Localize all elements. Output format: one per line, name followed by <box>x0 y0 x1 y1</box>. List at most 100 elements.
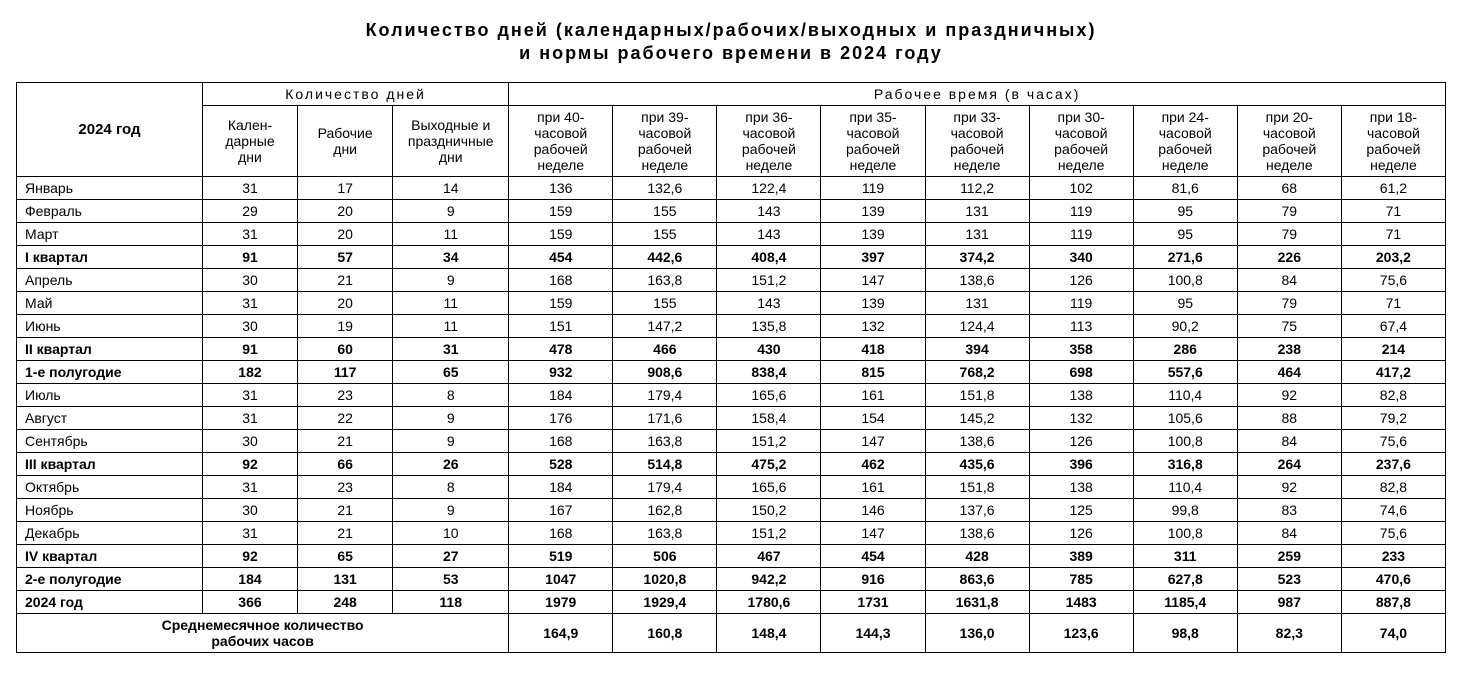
hdr-days-col: Выходные и праздничные дни <box>393 106 509 177</box>
table-body: Январь311714136132,6122,4119112,210281,6… <box>17 177 1446 653</box>
cell: 88 <box>1237 407 1341 430</box>
cell: 226 <box>1237 246 1341 269</box>
cell: 1631,8 <box>925 591 1029 614</box>
cell: 99,8 <box>1133 499 1237 522</box>
cell: 131 <box>925 200 1029 223</box>
cell: 9 <box>393 499 509 522</box>
cell: 464 <box>1237 361 1341 384</box>
row-label: III квартал <box>17 453 203 476</box>
cell: 65 <box>298 545 393 568</box>
cell: 82,8 <box>1341 476 1445 499</box>
cell: 815 <box>821 361 925 384</box>
cell: 119 <box>1029 200 1133 223</box>
cell: 394 <box>925 338 1029 361</box>
cell: 119 <box>1029 292 1133 315</box>
hdr-hour-col: при 35- часовой рабочей неделе <box>821 106 925 177</box>
cell: 366 <box>202 591 297 614</box>
cell: 158,4 <box>717 407 821 430</box>
cell: 79 <box>1237 223 1341 246</box>
cell: 161 <box>821 384 925 407</box>
cell: 95 <box>1133 223 1237 246</box>
cell: 26 <box>393 453 509 476</box>
row-label: II квартал <box>17 338 203 361</box>
cell: 523 <box>1237 568 1341 591</box>
table-row: Март312011159155143139131119957971 <box>17 223 1446 246</box>
cell: 126 <box>1029 522 1133 545</box>
table-row: Апрель30219168163,8151,2147138,6126100,8… <box>17 269 1446 292</box>
row-label: Ноябрь <box>17 499 203 522</box>
cell: 79,2 <box>1341 407 1445 430</box>
cell: 454 <box>509 246 613 269</box>
cell: 155 <box>613 200 717 223</box>
cell: 113 <box>1029 315 1133 338</box>
table-row: II квартал916031478466430418394358286238… <box>17 338 1446 361</box>
cell: 95 <box>1133 292 1237 315</box>
cell: 71 <box>1341 292 1445 315</box>
cell: 184 <box>509 384 613 407</box>
cell: 17 <box>298 177 393 200</box>
table-row: Декабрь312110168163,8151,2147138,6126100… <box>17 522 1446 545</box>
cell: 119 <box>1029 223 1133 246</box>
cell: 627,8 <box>1133 568 1237 591</box>
cell: 147 <box>821 522 925 545</box>
cell: 143 <box>717 292 821 315</box>
cell: 179,4 <box>613 476 717 499</box>
hdr-days-col: Рабочие дни <box>298 106 393 177</box>
table-row: Октябрь31238184179,4165,6161151,8138110,… <box>17 476 1446 499</box>
cell: 340 <box>1029 246 1133 269</box>
row-label: Май <box>17 292 203 315</box>
cell: 31 <box>202 407 297 430</box>
cell: 82,3 <box>1237 614 1341 653</box>
cell: 155 <box>613 223 717 246</box>
cell: 105,6 <box>1133 407 1237 430</box>
cell: 124,4 <box>925 315 1029 338</box>
cell: 528 <box>509 453 613 476</box>
hdr-hour-col: при 39- часовой рабочей неделе <box>613 106 717 177</box>
cell: 9 <box>393 407 509 430</box>
cell: 151,8 <box>925 384 1029 407</box>
cell: 30 <box>202 499 297 522</box>
row-label: I квартал <box>17 246 203 269</box>
cell: 110,4 <box>1133 384 1237 407</box>
cell: 9 <box>393 269 509 292</box>
cell: 506 <box>613 545 717 568</box>
cell: 408,4 <box>717 246 821 269</box>
table-row: Февраль29209159155143139131119957971 <box>17 200 1446 223</box>
cell: 150,2 <box>717 499 821 522</box>
cell: 151,2 <box>717 269 821 292</box>
cell: 132 <box>821 315 925 338</box>
cell: 123,6 <box>1029 614 1133 653</box>
table-row: Август31229176171,6158,4154145,2132105,6… <box>17 407 1446 430</box>
cell: 908,6 <box>613 361 717 384</box>
cell: 71 <box>1341 200 1445 223</box>
cell: 79 <box>1237 200 1341 223</box>
avg-label: Среднемесячное количество рабочих часов <box>17 614 509 653</box>
cell: 20 <box>298 223 393 246</box>
row-label: Июль <box>17 384 203 407</box>
cell: 168 <box>509 522 613 545</box>
cell: 23 <box>298 476 393 499</box>
cell: 10 <box>393 522 509 545</box>
cell: 286 <box>1133 338 1237 361</box>
cell: 23 <box>298 384 393 407</box>
cell: 100,8 <box>1133 430 1237 453</box>
cell: 30 <box>202 269 297 292</box>
cell: 91 <box>202 246 297 269</box>
cell: 100,8 <box>1133 269 1237 292</box>
cell: 31 <box>202 384 297 407</box>
row-label: Июнь <box>17 315 203 338</box>
cell: 182 <box>202 361 297 384</box>
cell: 514,8 <box>613 453 717 476</box>
cell: 148,4 <box>717 614 821 653</box>
cell: 454 <box>821 545 925 568</box>
cell: 66 <box>298 453 393 476</box>
cell: 34 <box>393 246 509 269</box>
table-row: Июнь301911151147,2135,8132124,411390,275… <box>17 315 1446 338</box>
cell: 168 <box>509 269 613 292</box>
cell: 358 <box>1029 338 1133 361</box>
row-label: 1-е полугодие <box>17 361 203 384</box>
cell: 102 <box>1029 177 1133 200</box>
cell: 165,6 <box>717 384 821 407</box>
table-row: I квартал915734454442,6408,4397374,23402… <box>17 246 1446 269</box>
cell: 264 <box>1237 453 1341 476</box>
